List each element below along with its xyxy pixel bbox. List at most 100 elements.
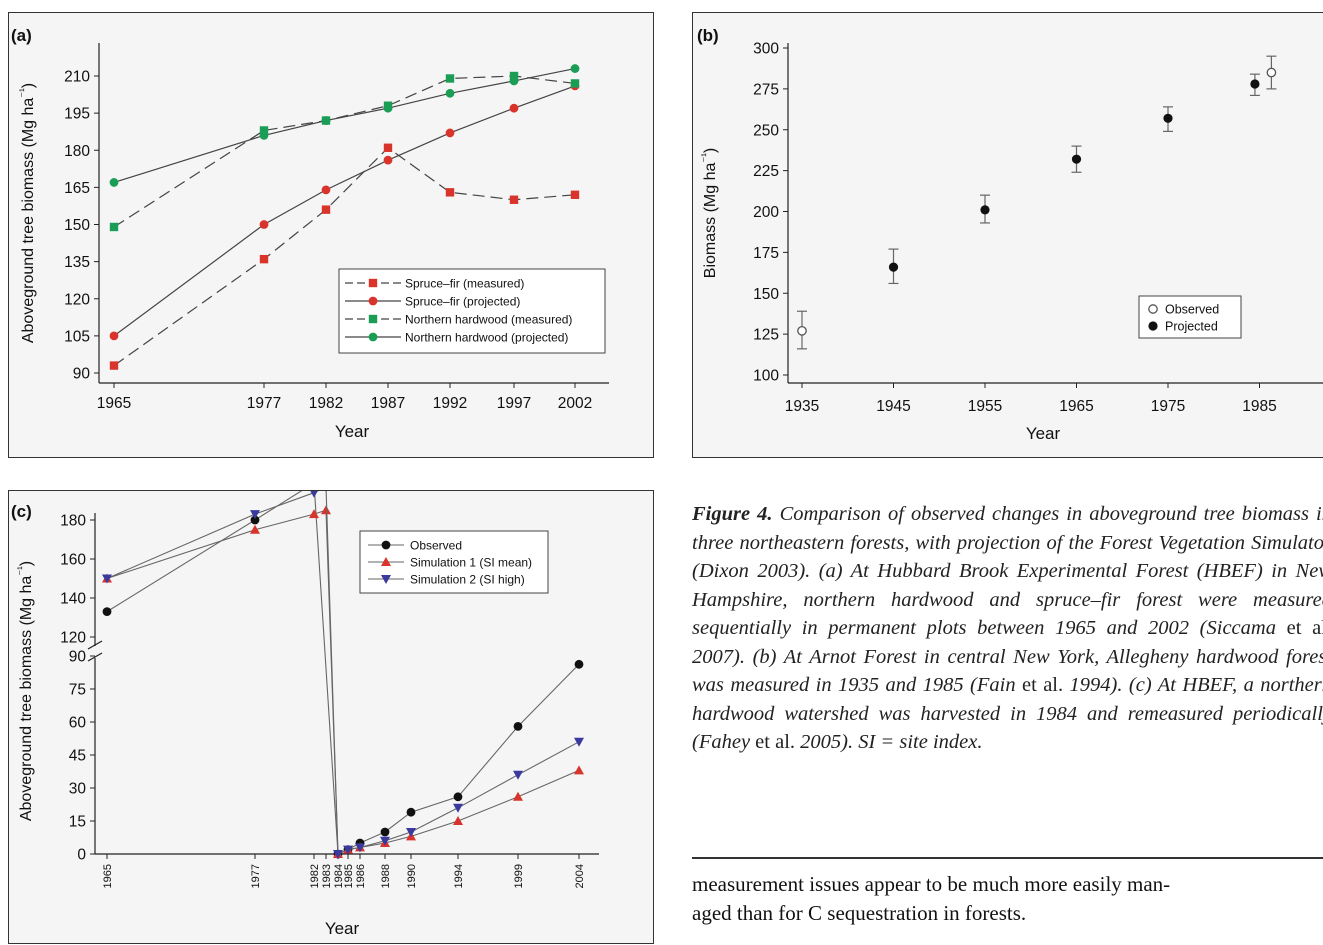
- legend-marker-c: [381, 557, 391, 566]
- data-point-b-1: [1163, 113, 1173, 123]
- x-tick-label-c: 1988: [380, 864, 392, 888]
- data-point-a-0: [570, 190, 580, 199]
- data-point-a-3: [109, 178, 119, 187]
- series-line-c-2: [106, 491, 580, 855]
- legend-label-a: Spruce–fir (measured): [405, 277, 524, 291]
- data-point-b-1: [1250, 79, 1260, 89]
- data-point-c-0: [453, 792, 463, 802]
- data-point-a-0: [321, 205, 331, 214]
- data-point-b-1: [980, 205, 990, 215]
- body-line-2: aged than for C sequestration in forests…: [692, 901, 1027, 925]
- y-tick-label-a: 195: [64, 106, 90, 123]
- x-tick-label-a: 1987: [371, 395, 405, 412]
- y-axis-title-a: Aboveground tree biomass (Mg ha⁻¹): [18, 83, 37, 343]
- x-tick-label-a: 1982: [309, 395, 343, 412]
- x-tick-label-a: 1965: [97, 395, 131, 412]
- data-point-c-2: [406, 828, 416, 837]
- data-point-c-1: [250, 524, 260, 534]
- x-tick-label-b: 1935: [785, 398, 819, 415]
- legend-marker-c: [381, 575, 391, 584]
- x-tick-label-c: 1965: [102, 864, 114, 888]
- y-tick-label-c: 30: [69, 781, 87, 798]
- data-point-a-3: [321, 116, 331, 125]
- data-point-c-1: [453, 816, 463, 825]
- x-tick-label-c: 1986: [355, 864, 367, 888]
- data-point-c-2: [513, 770, 523, 780]
- body-line-1: measurement issues appear to be much mor…: [692, 872, 1171, 896]
- data-point-c-2: [333, 850, 343, 859]
- data-point-a-1: [445, 128, 455, 138]
- data-point-a-3: [445, 88, 455, 98]
- x-tick-label-c: 1982: [309, 864, 321, 888]
- x-tick-label-a: 1977: [247, 395, 281, 412]
- axis-break-mark-c: [87, 640, 103, 650]
- legend-label-a: Northern hardwood (projected): [405, 331, 568, 345]
- y-tick-label-a: 165: [64, 180, 90, 197]
- x-tick-label-b: 1965: [1059, 398, 1093, 415]
- data-point-c-2: [574, 737, 584, 747]
- data-point-a-0: [445, 188, 455, 197]
- data-point-a-0: [109, 361, 119, 370]
- data-point-c-0: [513, 722, 523, 731]
- x-tick-label-a: 1997: [497, 395, 531, 412]
- data-point-c-2: [380, 836, 390, 846]
- axis-break-mark-c: [87, 652, 103, 662]
- data-point-c-2: [355, 843, 365, 853]
- caption-text-4: 2005). SI = site index.: [795, 731, 983, 753]
- legend-label-c: Simulation 1 (SI mean): [410, 556, 532, 570]
- chart-panel-a: (a) 90 105 120 135 150 165 180 195 210 1965 1977 198…: [8, 12, 654, 458]
- body-text: measurement issues appear to be much mor…: [692, 870, 1323, 928]
- legend-marker-b: [1148, 321, 1158, 331]
- y-axis-title-b: Biomass (Mg ha⁻¹): [700, 148, 719, 278]
- y-tick-label-c: 120: [60, 630, 86, 647]
- data-point-b-1: [1071, 154, 1082, 164]
- x-axis-title-c: Year: [325, 919, 360, 938]
- y-axis-title-c: Aboveground tree biomass (Mg ha⁻¹): [16, 561, 35, 821]
- x-tick-label-c: 1983: [321, 864, 333, 888]
- figure-caption: Figure 4. Comparison of observed changes…: [692, 500, 1323, 757]
- x-axis-title-b: Year: [1026, 424, 1061, 443]
- data-point-a-0: [509, 195, 519, 204]
- chart-c: (c)0153045607590120140160180200196519771…: [11, 491, 599, 938]
- data-point-c-2: [453, 803, 463, 813]
- panel-label-c: (c): [11, 502, 32, 521]
- y-tick-label-a: 180: [64, 143, 90, 160]
- y-tick-label-b: 150: [753, 286, 779, 303]
- data-point-c-0: [250, 515, 260, 525]
- y-tick-label-c: 60: [69, 715, 87, 732]
- data-point-b-1: [888, 262, 899, 272]
- x-tick-label-c: 1994: [453, 864, 465, 888]
- y-tick-label-c: 75: [69, 682, 86, 699]
- panel-label-b: (b): [697, 26, 719, 45]
- y-tick-label-b: 100: [753, 368, 779, 385]
- legend-marker-c: [381, 540, 391, 550]
- caption-etal-1: et al.: [1286, 617, 1323, 639]
- chart-panel-b: (b) 100 125 150 175 200 225 250 275 300 1935 1945 19…: [692, 12, 1323, 458]
- data-point-a-3: [570, 64, 580, 73]
- caption-rule: [692, 857, 1323, 859]
- legend-b: [1138, 295, 1242, 339]
- y-tick-label-b: 225: [753, 163, 779, 180]
- data-point-c-0: [102, 607, 112, 617]
- caption-etal-3: et al.: [755, 731, 796, 753]
- legend-label-a: Spruce–fir (projected): [405, 295, 520, 309]
- data-point-c-0: [406, 807, 416, 817]
- data-point-a-0: [383, 143, 393, 152]
- data-point-a-0: [259, 254, 269, 264]
- y-tick-label-a: 120: [64, 291, 90, 308]
- data-point-b-0: [797, 326, 807, 336]
- data-point-a-3: [509, 76, 519, 86]
- data-point-c-2: [325, 491, 327, 492]
- data-point-a-1: [509, 103, 519, 113]
- data-point-a-2: [445, 74, 455, 83]
- figure-label: Figure 4.: [692, 503, 773, 525]
- y-tick-label-c: 15: [69, 814, 86, 831]
- y-tick-label-a: 90: [73, 366, 91, 383]
- legend-marker-a: [368, 314, 378, 324]
- data-point-b-0: [1266, 67, 1277, 78]
- data-point-c-1: [574, 765, 584, 775]
- legend-label-c: Observed: [410, 539, 462, 553]
- legend-marker-b: [1148, 304, 1158, 314]
- data-point-a-1: [383, 155, 393, 165]
- data-point-c-0: [574, 659, 584, 669]
